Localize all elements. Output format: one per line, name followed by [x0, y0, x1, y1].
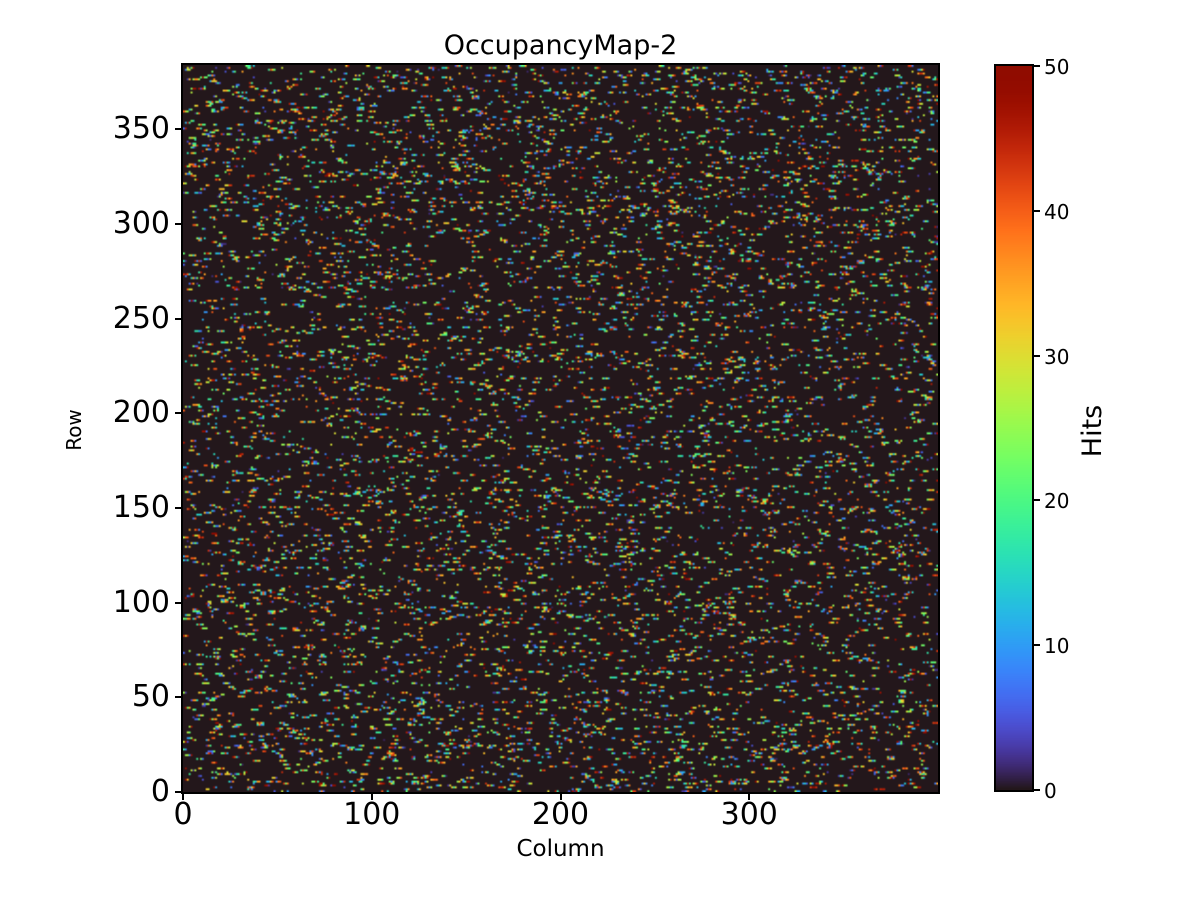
- colorbar: [994, 64, 1034, 792]
- colorbar-tick-label: 50: [1044, 55, 1070, 79]
- colorbar-gradient: [996, 66, 1032, 790]
- y-tick-mark: [175, 317, 181, 320]
- y-tick-label: 100: [112, 584, 170, 620]
- y-tick-label: 150: [112, 490, 170, 526]
- colorbar-tick-label: 40: [1044, 199, 1070, 224]
- heatmap-canvas: [183, 65, 938, 792]
- y-tick-label: 200: [112, 395, 170, 431]
- y-tick-mark: [175, 128, 181, 131]
- colorbar-label: Hits: [1077, 404, 1108, 458]
- heatmap-plot-area: [181, 63, 940, 794]
- y-tick-mark: [175, 601, 181, 604]
- y-tick-mark: [175, 791, 181, 793]
- colorbar-tick-label: 10: [1044, 634, 1070, 659]
- y-axis-label: Row: [62, 409, 86, 451]
- y-tick-mark: [175, 696, 181, 699]
- y-tick-label: 250: [112, 300, 170, 336]
- y-tick-mark: [175, 507, 181, 510]
- y-tick-label: 300: [112, 206, 170, 242]
- x-axis-label: Column: [516, 836, 605, 862]
- colorbar-tick-label: 20: [1044, 489, 1070, 514]
- y-tick-label: 350: [112, 111, 170, 147]
- colorbar-tick-mark: [1034, 65, 1040, 67]
- x-tick-label: 0: [173, 797, 193, 832]
- colorbar-tick-mark: [1034, 789, 1040, 791]
- x-tick-mark: [370, 794, 373, 800]
- colorbar-tick-label: 30: [1044, 344, 1070, 369]
- colorbar-tick-mark: [1034, 354, 1040, 357]
- colorbar-tick-mark: [1034, 209, 1040, 212]
- x-tick-mark: [748, 794, 751, 800]
- colorbar-tick-label: 0: [1044, 779, 1057, 803]
- x-tick-label: 100: [343, 797, 401, 832]
- y-tick-label: 50: [131, 679, 170, 715]
- y-tick-mark: [175, 223, 181, 226]
- x-tick-label: 200: [531, 797, 590, 832]
- x-tick-mark: [182, 794, 184, 800]
- y-tick-mark: [175, 412, 181, 415]
- y-tick-label: 0: [150, 774, 170, 809]
- x-tick-label: 300: [720, 797, 778, 832]
- colorbar-tick-mark: [1034, 644, 1040, 647]
- x-tick-mark: [559, 794, 562, 800]
- colorbar-tick-mark: [1034, 499, 1040, 502]
- chart-title: OccupancyMap-2: [443, 30, 678, 61]
